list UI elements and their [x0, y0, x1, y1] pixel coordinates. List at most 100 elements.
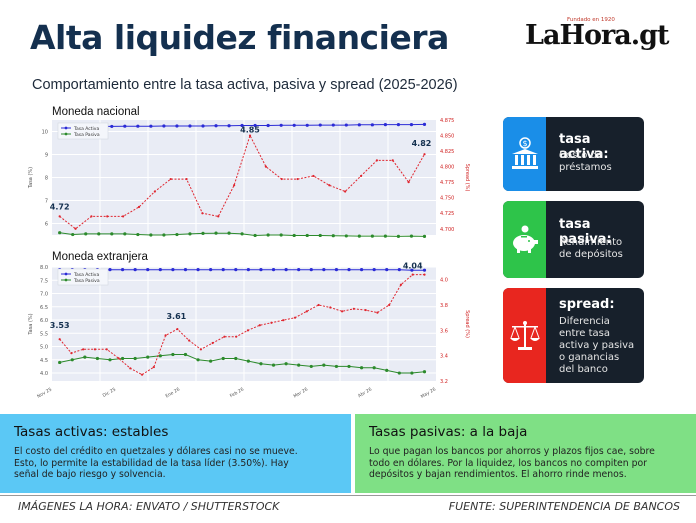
data-point [376, 311, 379, 314]
data-point [120, 268, 125, 272]
data-point [296, 177, 299, 181]
data-point [201, 124, 205, 128]
y-tick-label: 6 [45, 222, 48, 228]
data-point [357, 234, 361, 238]
box-line: Lo que pagan los bancos por ahorros y pl… [369, 446, 655, 457]
card-desc-line: o ganancias [559, 352, 620, 363]
legend-label: Tasa Activa [73, 126, 99, 132]
data-point [97, 232, 101, 236]
data-point [309, 268, 313, 272]
scale-icon [509, 320, 540, 350]
data-point [110, 124, 114, 129]
data-point [240, 123, 244, 128]
data-point [305, 123, 309, 127]
card-iconbox [503, 288, 546, 383]
data-point [171, 268, 175, 272]
card-tasa-activa: $ tasa activa: Costo de préstamos [503, 117, 644, 191]
data-point [133, 268, 137, 272]
data-point [259, 362, 263, 366]
legend-marker [64, 132, 68, 136]
legend-marker [64, 126, 68, 130]
y2-tick-label: 4.875 [440, 118, 454, 124]
data-point [164, 334, 167, 337]
data-point [331, 123, 335, 127]
y2-tick-label: 4.700 [440, 227, 454, 233]
y2-axis-label: Spread (%) [464, 164, 470, 192]
y2-tick-label: 4.0 [440, 278, 448, 284]
data-point [253, 123, 257, 128]
card-title: tasa activa: [559, 132, 609, 162]
data-point [201, 212, 204, 215]
card-title: spread: [559, 297, 615, 312]
box-line: todo en dólares. Por la liquidez, los ba… [369, 457, 647, 469]
svg-text:$: $ [522, 139, 527, 148]
data-point [284, 362, 288, 366]
y-tick-label: 5.5 [40, 331, 48, 337]
annotation-label: 4.82 [412, 139, 432, 148]
bank-dollar-icon: $ [511, 137, 538, 169]
card-spread: spread: Diferencia entre tasa activa y p… [503, 288, 644, 383]
data-point [422, 268, 427, 272]
box-tasas-activas: Tasas activas: estables El costo del cré… [0, 414, 351, 493]
data-point [322, 268, 326, 272]
data-point [410, 371, 414, 375]
data-point [422, 370, 427, 374]
y-tick-label: 6.5 [40, 305, 48, 311]
data-point [266, 233, 270, 237]
data-point [149, 233, 153, 237]
data-point [396, 123, 401, 127]
data-point [423, 273, 426, 276]
data-point [344, 190, 347, 193]
y-tick-label: 9 [45, 153, 48, 159]
data-point [357, 123, 361, 127]
x-tick-label: Abr 26 [357, 386, 373, 399]
box-line: depósitos y bajan rendimientos. El ahorr… [369, 469, 627, 480]
series-line [59, 354, 425, 374]
y-tick-label: 10 [42, 130, 48, 136]
data-point [240, 232, 244, 236]
y2-tick-label: 4.750 [440, 196, 454, 202]
data-point [82, 348, 85, 351]
data-point [84, 232, 88, 236]
data-point [58, 231, 62, 235]
card-desc-line: activa y pasiva [559, 340, 635, 351]
data-point [396, 234, 401, 238]
data-point [117, 357, 120, 360]
data-point [90, 215, 93, 218]
data-point [370, 123, 374, 127]
y-tick-label: 7.0 [40, 292, 48, 298]
series-line [59, 134, 425, 230]
card-desc-line: Diferencia [559, 316, 610, 327]
y2-tick-label: 4.850 [440, 134, 454, 140]
data-point [185, 177, 188, 181]
data-point [383, 234, 387, 238]
y-tick-label: 5.0 [40, 345, 48, 351]
data-point [58, 215, 61, 218]
data-point [422, 122, 427, 126]
data-point [196, 268, 200, 272]
data-point [227, 124, 231, 128]
annotation-label: 4.72 [50, 202, 70, 211]
data-point [227, 231, 231, 235]
data-point [266, 123, 270, 128]
data-point [234, 268, 238, 272]
data-point [175, 232, 179, 237]
card-title: tasa pasiva: [559, 217, 612, 247]
data-point [209, 359, 213, 363]
data-point [209, 268, 213, 272]
data-point [158, 354, 162, 358]
data-point [211, 341, 214, 345]
data-point [318, 123, 322, 127]
data-point [246, 359, 250, 363]
legend-box [57, 122, 109, 140]
data-point [359, 174, 363, 178]
legend-marker [64, 272, 68, 276]
data-point [93, 348, 97, 351]
data-point [422, 234, 427, 238]
data-point [171, 352, 175, 357]
data-point [95, 356, 100, 361]
data-point [110, 232, 114, 236]
legend-label: Tasa Activa [73, 272, 99, 278]
piggy-bank-icon [512, 225, 538, 253]
y2-tick-label: 3.2 [440, 379, 448, 385]
